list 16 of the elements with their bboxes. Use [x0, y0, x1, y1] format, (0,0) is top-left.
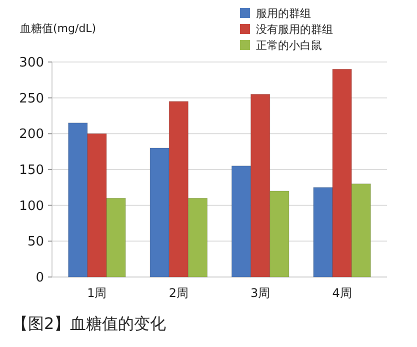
- y-axis-title: 血糖值(mg/dL): [20, 22, 96, 35]
- x-tick-label: 4周: [332, 286, 352, 300]
- y-tick-label: 150: [19, 163, 44, 178]
- x-tick-label: 2周: [168, 286, 188, 300]
- y-tick-label: 250: [19, 91, 44, 106]
- y-tick-label: 200: [19, 127, 44, 142]
- y-tick-label: 0: [36, 270, 44, 286]
- y-tick-label: 50: [27, 234, 44, 250]
- x-tick-label: 3周: [250, 286, 270, 300]
- y-tick-label: 100: [19, 198, 44, 214]
- legend-label: 正常的小白鼠: [256, 39, 322, 52]
- legend-label: 服用的群组: [256, 7, 311, 20]
- x-tick-label: 1周: [87, 286, 107, 300]
- y-tick-label: 300: [19, 56, 44, 71]
- text: 【图2】血糖值的变化: [12, 314, 166, 333]
- legend-label: 没有服用的群组: [256, 23, 333, 36]
